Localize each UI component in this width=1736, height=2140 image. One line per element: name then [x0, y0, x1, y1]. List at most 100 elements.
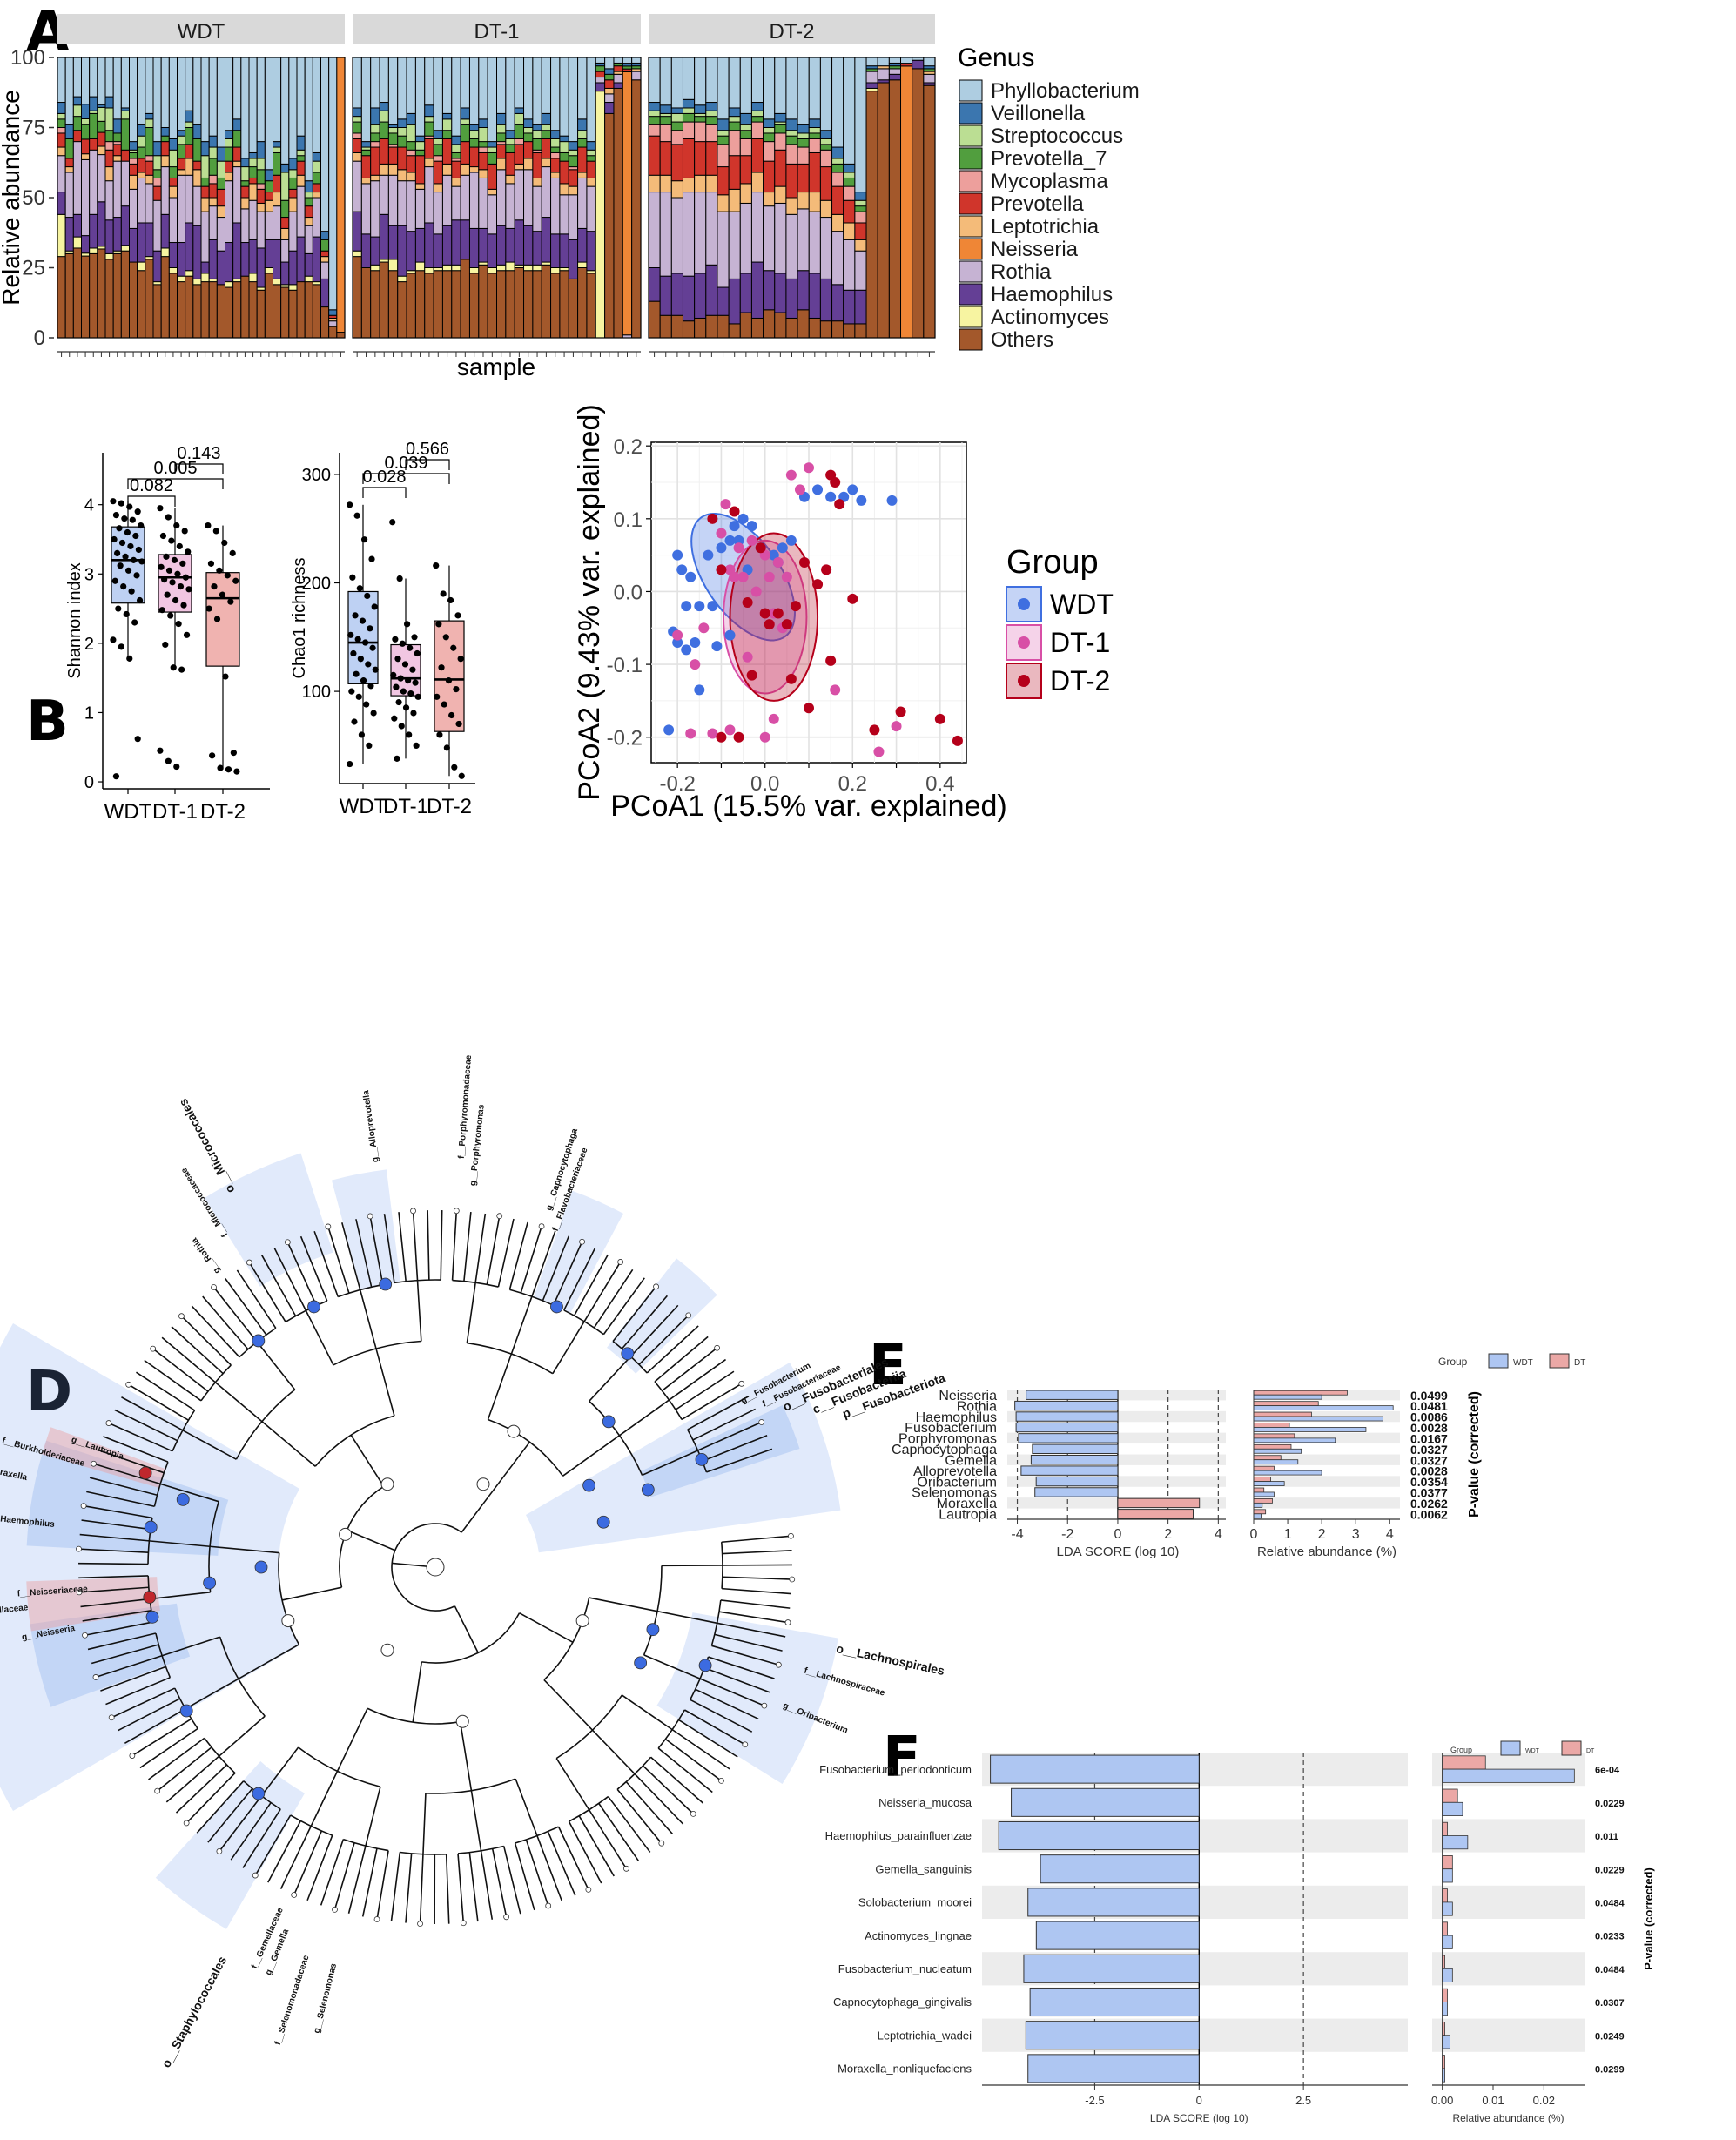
- c-xtick-label: 0.0: [750, 772, 779, 796]
- d-leaf-node: [80, 1503, 87, 1510]
- d-leaf-node: [538, 1223, 545, 1229]
- a-bar-segment: [523, 169, 534, 226]
- a-bar-segment: [296, 174, 306, 187]
- a-bar-segment: [586, 149, 596, 157]
- a-bar-segment: [441, 270, 453, 339]
- d-leaf-node: [545, 1902, 552, 1909]
- a-bar-segment: [406, 273, 416, 339]
- E-abundance-wdt: [1253, 1394, 1322, 1400]
- E-abundance-tick-label: 2: [1318, 1527, 1326, 1542]
- a-bar-segment: [177, 174, 186, 244]
- a-bar-segment: [152, 169, 162, 178]
- c-legend-title: Group: [1006, 544, 1099, 581]
- d-leaf-node: [623, 1865, 629, 1872]
- a-bar-segment: [397, 135, 407, 148]
- a-bar-segment: [370, 264, 380, 272]
- a-bar-segment: [240, 185, 250, 199]
- F-abundance-wdt: [1442, 1868, 1453, 1883]
- a-bar-segment: [797, 270, 810, 311]
- a-bar-segment: [682, 57, 696, 100]
- a-bar-segment: [248, 151, 258, 159]
- d-branch: [422, 1793, 427, 1854]
- a-bar-segment: [577, 177, 588, 229]
- c-point-dt-2: [934, 713, 945, 724]
- B2-data-point: [347, 501, 353, 508]
- F-xtick-label: -2.5: [1085, 2094, 1104, 2107]
- B2-data-point: [396, 575, 403, 582]
- a-bar-segment: [514, 138, 525, 145]
- d-branch: [212, 1287, 258, 1343]
- B1-data-point: [118, 539, 126, 547]
- a-bar-segment: [468, 267, 480, 274]
- B1-data-point: [211, 583, 218, 590]
- B2-xtick-label: DT-1: [383, 795, 428, 818]
- a-bar-segment: [240, 57, 250, 159]
- c-point-dt-2: [746, 670, 757, 681]
- a-bar-segment: [414, 141, 426, 151]
- a-bar-segment: [785, 130, 798, 137]
- a-bar-segment: [72, 57, 83, 98]
- d-leaf-node: [246, 1259, 252, 1266]
- a-bar-segment: [487, 57, 497, 143]
- d-leaf-node: [105, 1420, 112, 1426]
- B1-data-point: [121, 515, 128, 522]
- a-bar-segment: [57, 112, 66, 120]
- a-bar-segment: [568, 57, 579, 143]
- a-bar-segment: [728, 323, 741, 339]
- a-bar-segment: [541, 217, 552, 263]
- a-bar-segment: [550, 57, 561, 131]
- d-branch: [578, 1815, 615, 1877]
- a-bar-segment: [648, 116, 661, 125]
- panel-d-cladogram: p__Fusobacteriotac__Fusobacteriiao__Fuso…: [0, 1054, 947, 2069]
- d-branch: [491, 1848, 508, 1917]
- d-leaf-node: [325, 1223, 332, 1230]
- a-bar-segment: [843, 163, 856, 173]
- E-lda-bar: [1026, 1390, 1119, 1400]
- B2-data-point: [405, 677, 412, 684]
- a-bar-segment: [468, 166, 480, 173]
- a-bar-segment: [177, 242, 186, 277]
- B2-data-point: [414, 693, 421, 700]
- a-legend-label: Phyllobacterium: [991, 79, 1140, 103]
- a-bar-segment: [785, 135, 798, 145]
- d-branch-arc: [569, 1795, 609, 1822]
- a-bar-segment: [682, 192, 696, 277]
- B1-data-point: [132, 532, 139, 540]
- d-leaf-node: [76, 1545, 82, 1552]
- c-xtick-label: 0.2: [838, 772, 867, 796]
- d-branch: [722, 1550, 792, 1555]
- a-bar-segment: [57, 102, 66, 114]
- B2-data-point: [397, 675, 404, 682]
- a-bar-segment: [320, 278, 330, 308]
- a-bar-segment: [89, 247, 98, 254]
- a-bar-segment: [97, 145, 106, 156]
- E-abundance-dt: [1253, 1411, 1312, 1417]
- d-branch: [214, 1382, 263, 1423]
- a-bar-segment: [694, 141, 707, 176]
- d-branch: [543, 1679, 594, 1731]
- c-point-dt-2: [729, 506, 740, 517]
- a-bar-segment: [304, 57, 313, 182]
- a-bar-segment: [129, 158, 138, 165]
- c-point-wdt: [737, 513, 749, 524]
- c-point-dt-1: [720, 499, 731, 510]
- c-point-dt-2: [798, 557, 810, 568]
- d-biomarker-node: [550, 1300, 563, 1314]
- a-bar-segment: [57, 146, 66, 157]
- d-branch: [230, 1802, 272, 1861]
- a-bar-segment: [120, 110, 130, 120]
- d-branch: [191, 1305, 240, 1358]
- E-pvalue: 0.0262: [1410, 1497, 1448, 1511]
- a-bar-segment: [843, 57, 856, 165]
- a-bar-segment: [559, 160, 569, 185]
- B2-data-point: [353, 512, 360, 519]
- a-bar-segment: [177, 275, 186, 283]
- a-bar-segment: [568, 185, 579, 196]
- B1-data-point: [171, 556, 178, 563]
- d-branch: [621, 1694, 673, 1731]
- B1-data-point: [164, 591, 171, 598]
- a-bar-segment: [129, 57, 138, 143]
- a-bar-segment: [568, 169, 579, 187]
- F-lda-bar: [1029, 1987, 1200, 2017]
- a-bar-segment: [550, 172, 561, 178]
